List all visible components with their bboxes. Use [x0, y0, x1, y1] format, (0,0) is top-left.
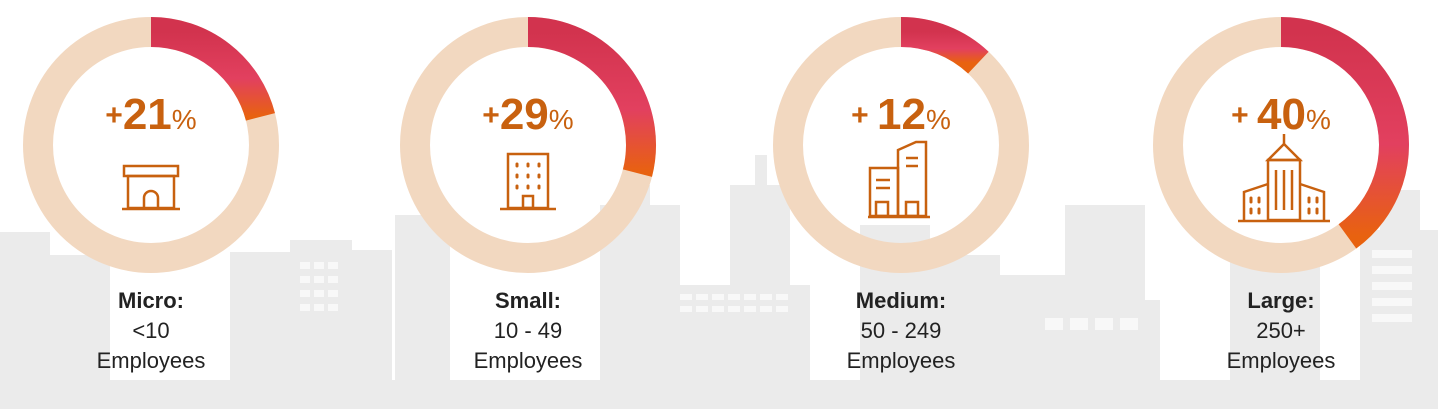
employees-label: Employees — [846, 348, 956, 373]
shop-building-icon — [122, 164, 180, 211]
size-caption: Medium: 50 - 249 Employees — [766, 286, 1036, 376]
category-label: Medium: — [855, 288, 947, 313]
percent-sign: + — [1231, 99, 1257, 132]
office-towers-icon — [868, 140, 930, 219]
category-label: Small: — [494, 288, 562, 313]
percent-unit: % — [1305, 104, 1331, 135]
percent-number: 12 — [877, 90, 926, 139]
size-caption: Small: 10 - 49 Employees — [393, 286, 663, 376]
stat-card-small: +29% Small: 10 - 49 Employees — [393, 10, 663, 390]
range-label: 50 - 249 — [860, 318, 942, 343]
percent-unit: % — [171, 104, 197, 135]
donut-ring — [400, 17, 656, 273]
percent-label: +21% — [16, 90, 286, 140]
range-label: 10 - 49 — [493, 318, 563, 343]
percent-unit: % — [925, 104, 951, 135]
percent-number: 40 — [1257, 90, 1306, 139]
percent-sign: + — [105, 99, 123, 132]
stat-card-large: + 40% Large: 250+ Employees — [1146, 10, 1416, 390]
percent-number: 29 — [499, 90, 549, 139]
percent-unit: % — [548, 104, 574, 135]
range-label: 250+ — [1256, 318, 1306, 343]
city-buildings-icon — [1238, 134, 1330, 223]
percent-label: + 12% — [766, 90, 1036, 140]
size-caption: Large: 250+ Employees — [1146, 286, 1416, 376]
percent-label: +29% — [393, 90, 663, 140]
donut-segment — [150, 17, 275, 122]
percent-sign: + — [851, 99, 877, 132]
donut-ring — [1153, 17, 1409, 273]
category-label: Micro: — [118, 288, 184, 313]
employees-label: Employees — [473, 348, 583, 373]
stat-card-micro: +21% Micro: <10 Employees — [16, 10, 286, 390]
donut-ring — [23, 17, 279, 273]
donut-segment — [527, 17, 656, 177]
donut-segment — [900, 17, 989, 74]
employees-label: Employees — [96, 348, 206, 373]
percent-number: 21 — [122, 90, 172, 139]
percent-sign: + — [482, 99, 500, 132]
donut-ring — [773, 17, 1029, 273]
percent-label: + 40% — [1146, 90, 1416, 140]
stat-card-medium: + 12% Medium: 50 - 249 Employees — [766, 10, 1036, 390]
office-block-icon — [500, 152, 556, 211]
category-label: Large: — [1247, 288, 1315, 313]
employees-label: Employees — [1226, 348, 1336, 373]
size-caption: Micro: <10 Employees — [16, 286, 286, 376]
donut-segment — [1280, 17, 1409, 249]
range-label: <10 — [132, 318, 170, 343]
